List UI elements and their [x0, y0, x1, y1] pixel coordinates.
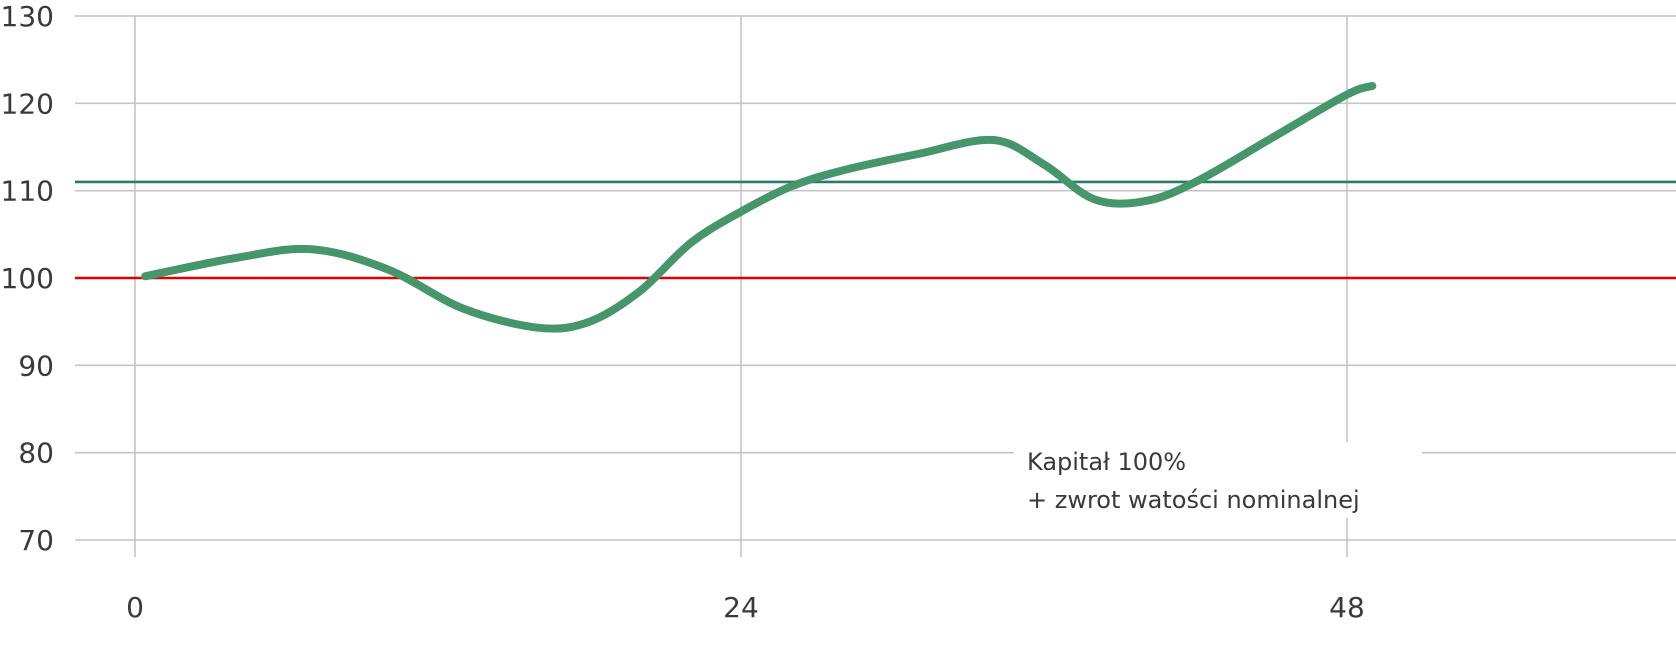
series-lines — [141, 81, 1377, 333]
y-tick-label: 90 — [18, 349, 54, 382]
annotation-line-2: + zwrot watości nominalnej — [1027, 486, 1360, 514]
y-tick-label: 80 — [18, 437, 54, 470]
annotation: Kapitał 100% + zwrot watości nominalnej — [1014, 442, 1422, 518]
y-tick-label: 130 — [1, 0, 54, 33]
y-tick-label: 120 — [1, 87, 54, 120]
x-tick-label: 0 — [126, 591, 144, 624]
x-tick-label: 48 — [1329, 591, 1365, 624]
annotation-line-1: Kapitał 100% — [1027, 448, 1186, 476]
y-tick-label: 110 — [1, 175, 54, 208]
x-tick-label: 24 — [723, 591, 759, 624]
y-axis-tick-labels: 70 80 90 100 110 120 130 — [1, 0, 54, 557]
y-tick-label: 100 — [1, 262, 54, 295]
series-line-0 — [141, 81, 1377, 333]
reference-lines — [75, 180, 1676, 280]
annotation-background — [1014, 442, 1422, 518]
x-axis-tick-labels: 0 24 48 — [126, 591, 1365, 624]
y-tick-label: 70 — [18, 524, 54, 557]
